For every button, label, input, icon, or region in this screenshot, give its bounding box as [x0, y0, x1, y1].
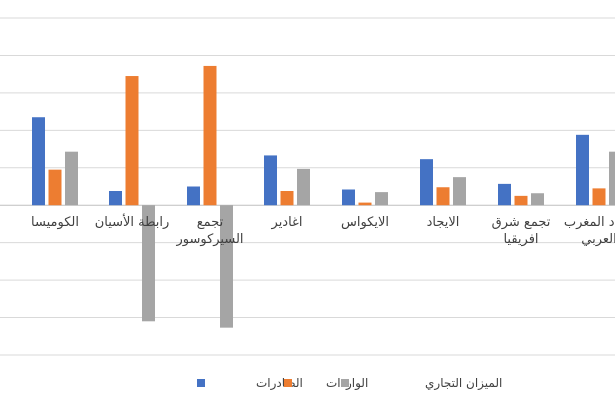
- bar: [375, 192, 388, 206]
- legend-label: الميزان التجاري: [425, 376, 502, 391]
- bar: [32, 117, 45, 206]
- bar: [280, 190, 294, 206]
- bar: [109, 190, 122, 206]
- category-label: اغادير: [271, 215, 303, 230]
- gridlines: [0, 17, 615, 356]
- legend-label: الصادرات: [256, 376, 303, 391]
- bar: [342, 189, 355, 206]
- legend-swatch: [284, 379, 292, 387]
- legend: الصادراتالوارداتالميزان التجاري: [197, 376, 502, 391]
- bar: [498, 183, 511, 206]
- category-label: تجمع السيركوسور: [175, 215, 243, 247]
- bar: [297, 168, 310, 206]
- category-label: الايجاد: [427, 215, 460, 230]
- bar: [592, 188, 606, 206]
- bar: [220, 205, 233, 328]
- bar: [420, 159, 433, 206]
- bar: [142, 205, 155, 322]
- bar: [264, 155, 277, 206]
- legend-swatch: [197, 379, 205, 387]
- bar: [576, 134, 589, 206]
- bar: [436, 187, 450, 206]
- bar: [514, 195, 528, 206]
- bar: [203, 65, 217, 206]
- legend-item: الميزان التجاري: [341, 376, 502, 391]
- bar: [531, 193, 544, 206]
- bar: [187, 186, 200, 206]
- bar: [48, 169, 62, 206]
- category-label: رابطة الأسيان: [95, 213, 170, 230]
- bar: [125, 76, 139, 206]
- category-labels: الكوميسا رابطة الأسيان تجمع السيركوسور اغادي…: [31, 213, 615, 247]
- legend-swatch: [341, 379, 349, 387]
- bar: [65, 151, 78, 206]
- category-label: الايكواس: [341, 215, 389, 230]
- bars: [32, 65, 615, 328]
- category-label: تجمع شرق افريقيا: [492, 215, 551, 247]
- bar: [453, 177, 466, 206]
- bar: [609, 151, 615, 206]
- category-label: الكوميسا: [31, 215, 79, 230]
- bar: [358, 202, 372, 206]
